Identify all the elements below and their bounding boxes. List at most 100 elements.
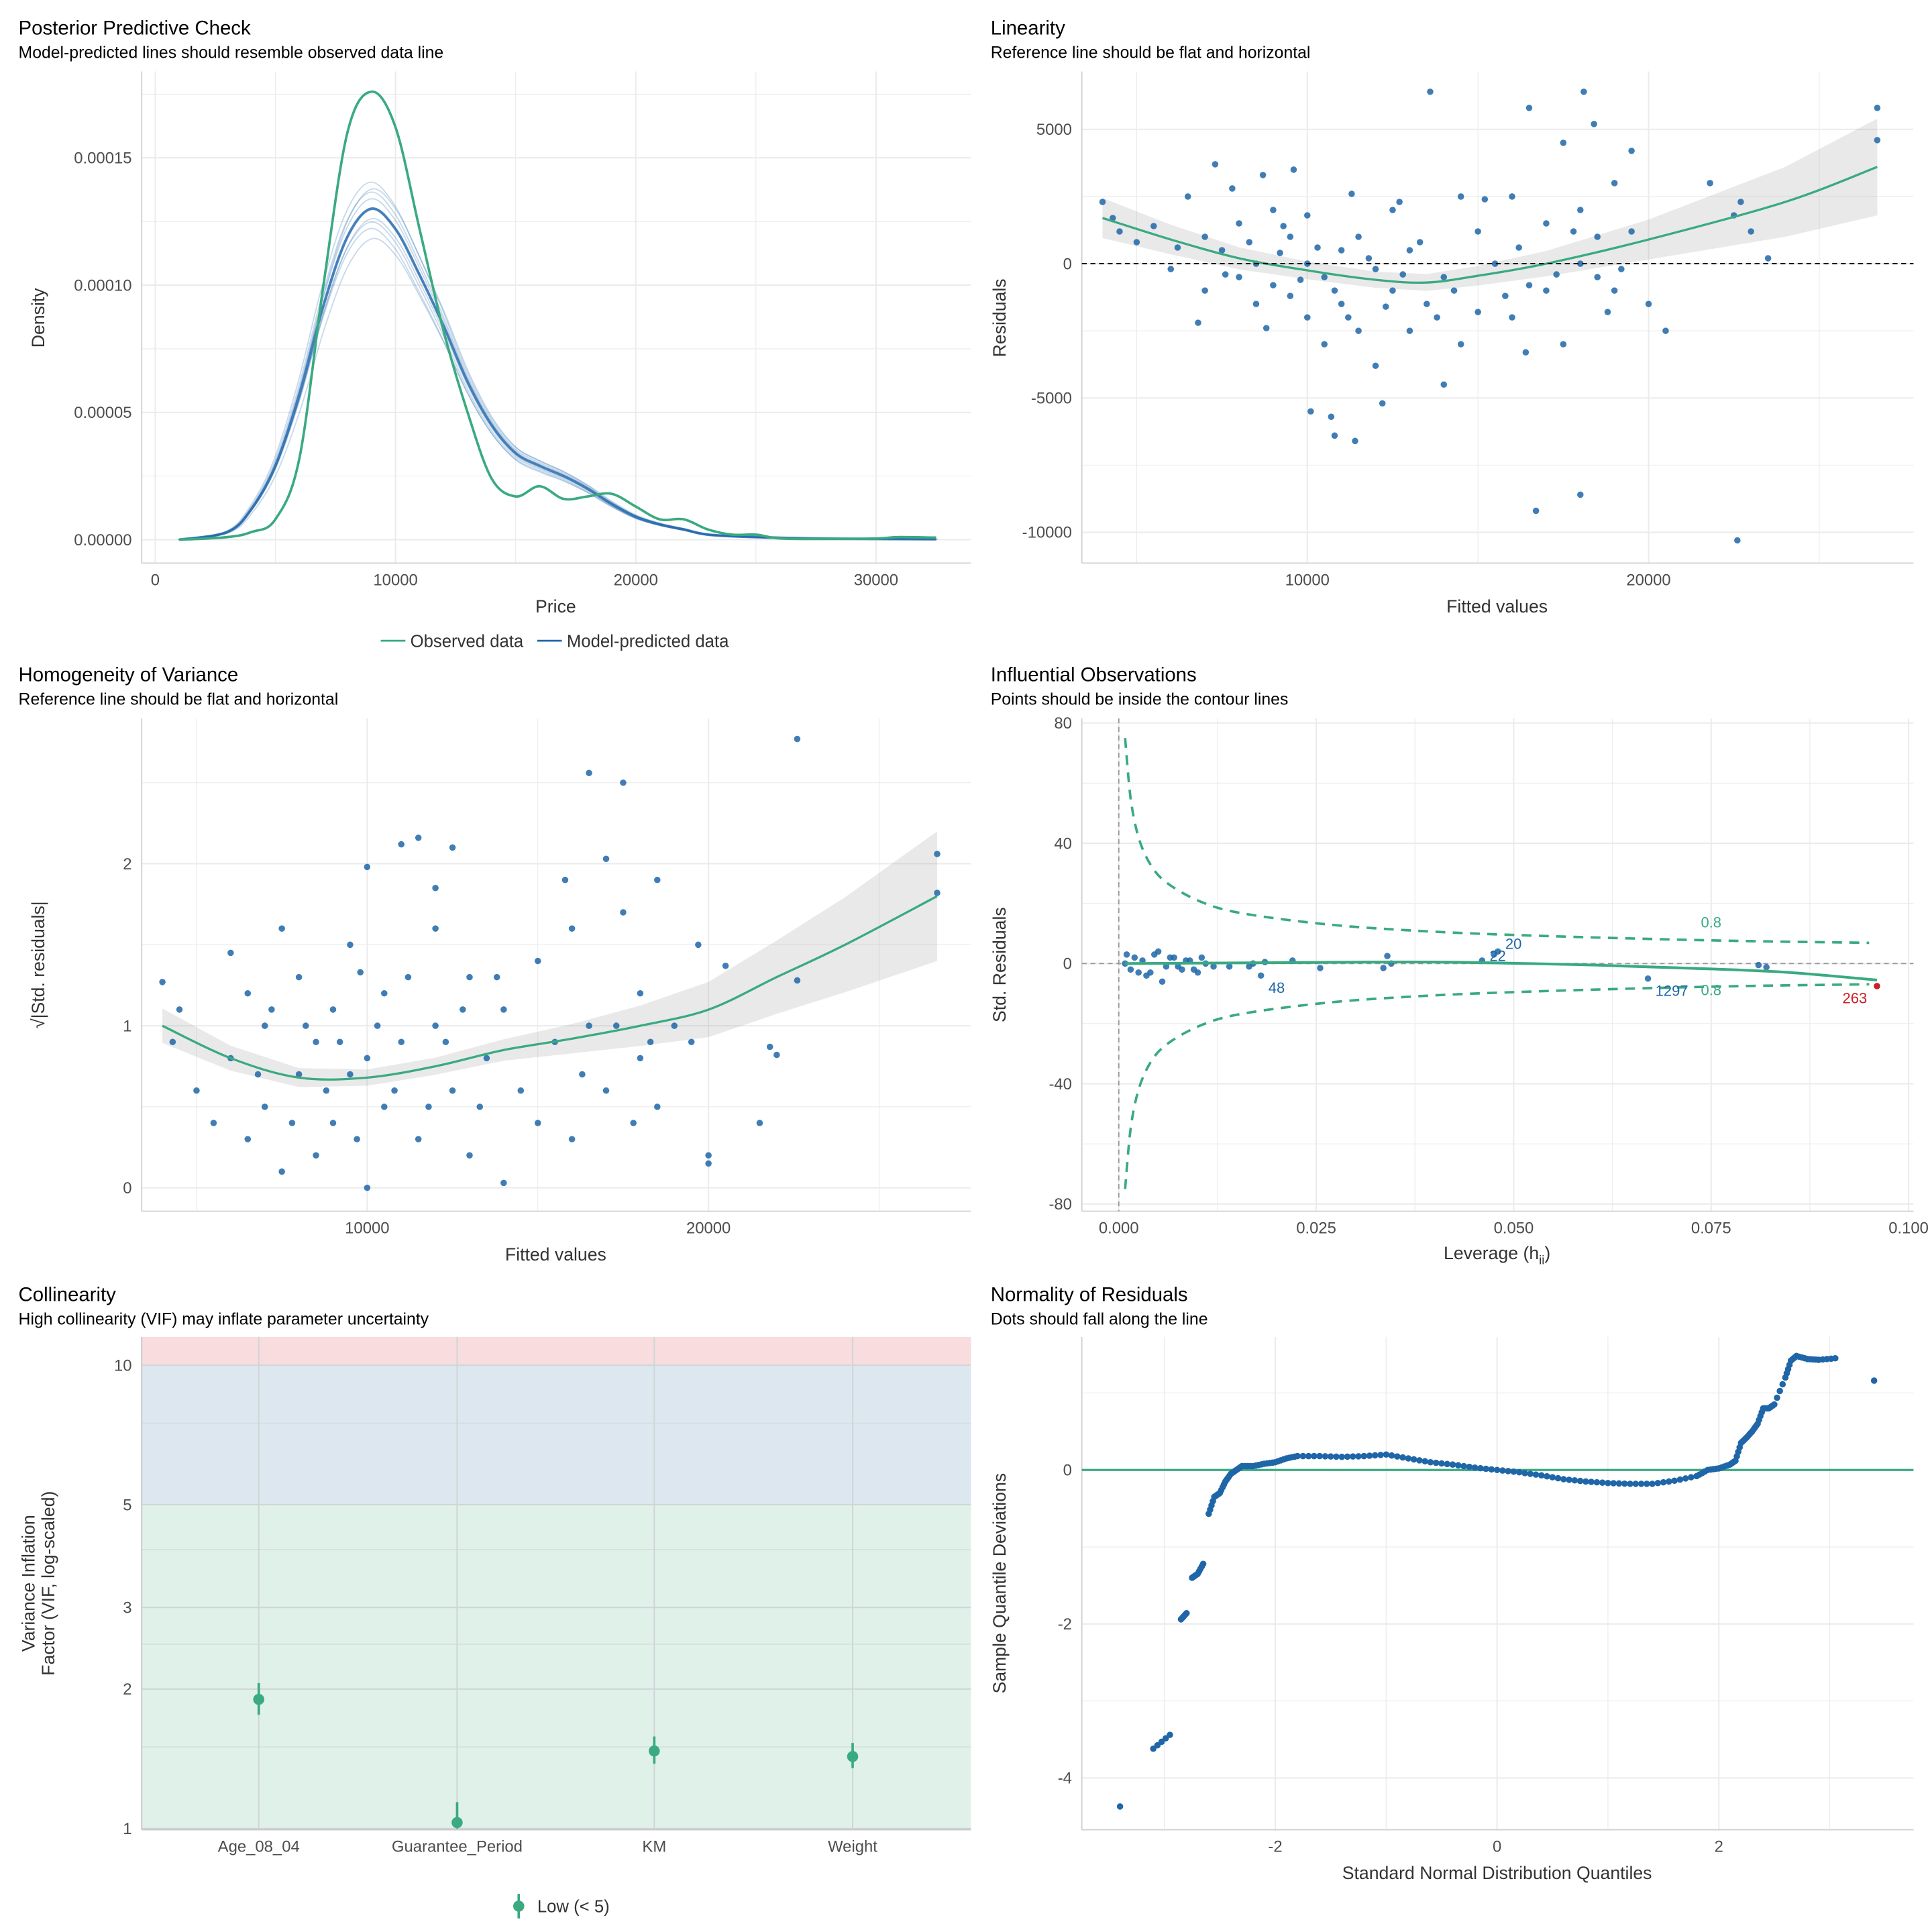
homogeneity-point xyxy=(268,1006,275,1013)
ppc-title: Posterior Predictive Check xyxy=(19,17,251,39)
normality-point-fill xyxy=(1676,1476,1684,1483)
linearity-title: Linearity xyxy=(991,17,1065,39)
homogeneity-point xyxy=(391,1087,398,1094)
normality-y-tick-label: -2 xyxy=(1058,1615,1072,1633)
influential-x-tick-label: 0.075 xyxy=(1691,1220,1731,1238)
linearity-point xyxy=(1594,233,1601,240)
normality-point-fill xyxy=(1432,1459,1440,1466)
ppc-subtitle: Model-predicted lines should resemble ob… xyxy=(19,44,444,62)
influential-contour-label: 0.8 xyxy=(1701,981,1721,998)
normality-point-fill xyxy=(1532,1471,1540,1478)
normality-point xyxy=(1316,1452,1323,1460)
linearity-point xyxy=(1352,437,1358,445)
linearity-point xyxy=(1184,193,1191,200)
homogeneity-point xyxy=(425,1104,432,1110)
linearity-point xyxy=(1201,233,1208,240)
normality-point xyxy=(1493,1466,1501,1473)
normality-point xyxy=(1183,1609,1190,1617)
normality-point xyxy=(1205,1510,1212,1517)
homogeneity-point xyxy=(374,1022,381,1029)
linearity-point xyxy=(1252,301,1260,307)
normality-point-fill xyxy=(1394,1453,1401,1460)
linearity-point xyxy=(1570,228,1577,235)
linearity-point xyxy=(1236,274,1242,280)
normality-point xyxy=(1704,1466,1711,1473)
normality-point xyxy=(1449,1461,1456,1468)
linearity-point xyxy=(1491,260,1499,267)
collinearity-y-tick-label: 10 xyxy=(114,1356,132,1375)
linearity-point xyxy=(1628,228,1635,235)
linearity-point xyxy=(1502,292,1509,299)
normality-point-fill xyxy=(1599,1479,1606,1486)
normality-ylabel: Sample Quantile Deviations xyxy=(989,1473,1010,1694)
normality-point-fill xyxy=(1527,1470,1534,1477)
homogeneity-point xyxy=(586,1022,592,1029)
normality-point xyxy=(1582,1478,1589,1485)
homogeneity-x-tick-label: 20000 xyxy=(686,1220,731,1238)
influential-contour-label: 0.8 xyxy=(1701,914,1721,931)
normality-point xyxy=(1793,1352,1800,1360)
normality-point xyxy=(1194,1570,1201,1577)
homogeneity-point xyxy=(722,962,729,969)
linearity-point xyxy=(1331,287,1338,294)
homogeneity-point xyxy=(620,780,627,786)
influential-point xyxy=(1147,969,1154,976)
normality-point-fill xyxy=(1588,1479,1595,1485)
linearity-point xyxy=(1450,287,1458,294)
linearity-point xyxy=(1389,207,1396,213)
normality-point-fill xyxy=(1610,1480,1617,1487)
homogeneity-title: Homogeneity of Variance xyxy=(19,664,239,686)
ppc-y-tick-label: 0.00015 xyxy=(74,150,131,168)
normality-point-fill xyxy=(1477,1464,1484,1472)
linearity-point xyxy=(1424,301,1430,307)
linearity-point xyxy=(1321,341,1328,347)
normality-point-fill xyxy=(1438,1460,1445,1467)
normality-point-fill xyxy=(1333,1453,1340,1460)
linearity-point xyxy=(1304,212,1311,219)
linearity-xlabel: Fitted values xyxy=(1446,596,1548,616)
homogeneity-point xyxy=(756,1120,763,1126)
normality-point-fill xyxy=(1299,1452,1307,1460)
homogeneity-point xyxy=(405,973,412,981)
linearity-point xyxy=(1259,172,1267,178)
influential-point xyxy=(1384,953,1391,959)
normality-point-fill xyxy=(1455,1462,1462,1469)
homogeneity-ylabel: √|Std. residuals| xyxy=(28,901,48,1028)
linearity-point xyxy=(1707,180,1713,186)
homogeneity-point xyxy=(647,1038,654,1046)
collinearity-x-tick-label: Guarantee_Period xyxy=(392,1838,523,1856)
normality-point xyxy=(1405,1455,1412,1462)
linearity-point xyxy=(1522,349,1529,356)
normality-point-fill xyxy=(1355,1453,1362,1460)
linearity-point xyxy=(1611,287,1618,294)
linearity-point xyxy=(1406,327,1413,334)
linearity-point xyxy=(1307,408,1314,415)
homogeneity-point xyxy=(449,1087,456,1094)
homogeneity-point xyxy=(500,1006,507,1013)
influential-x-tick-label: 0.025 xyxy=(1296,1220,1336,1238)
influential-y-tick-label: -40 xyxy=(1049,1075,1071,1093)
linearity-point xyxy=(1195,319,1201,326)
normality-point xyxy=(1749,1428,1756,1435)
influential-point xyxy=(1644,975,1652,982)
normality-xlabel: Standard Normal Distribution Quantiles xyxy=(1342,1863,1652,1883)
influential-ylabel: Std. Residuals xyxy=(989,907,1010,1022)
normality-point-fill xyxy=(1499,1467,1506,1474)
normality-point-fill xyxy=(1399,1454,1406,1461)
normality-point-fill xyxy=(1682,1475,1689,1482)
influential-point xyxy=(1127,966,1134,973)
linearity-point xyxy=(1396,199,1403,205)
homogeneity-y-tick-label: 0 xyxy=(123,1179,131,1197)
linearity-point xyxy=(1481,196,1489,203)
homogeneity-point xyxy=(398,1038,405,1046)
normality-point xyxy=(1427,1458,1434,1466)
collinearity-title: Collinearity xyxy=(19,1284,117,1306)
linearity-point xyxy=(1372,362,1379,369)
normality-point xyxy=(1538,1472,1545,1479)
normality-point-fill xyxy=(1311,1452,1318,1460)
linearity-point xyxy=(1287,292,1294,299)
influential-title: Influential Observations xyxy=(991,664,1197,686)
linearity-point xyxy=(1331,432,1338,439)
collinearity-high-band xyxy=(142,1336,971,1366)
influential-point-label: 20 xyxy=(1505,936,1522,953)
